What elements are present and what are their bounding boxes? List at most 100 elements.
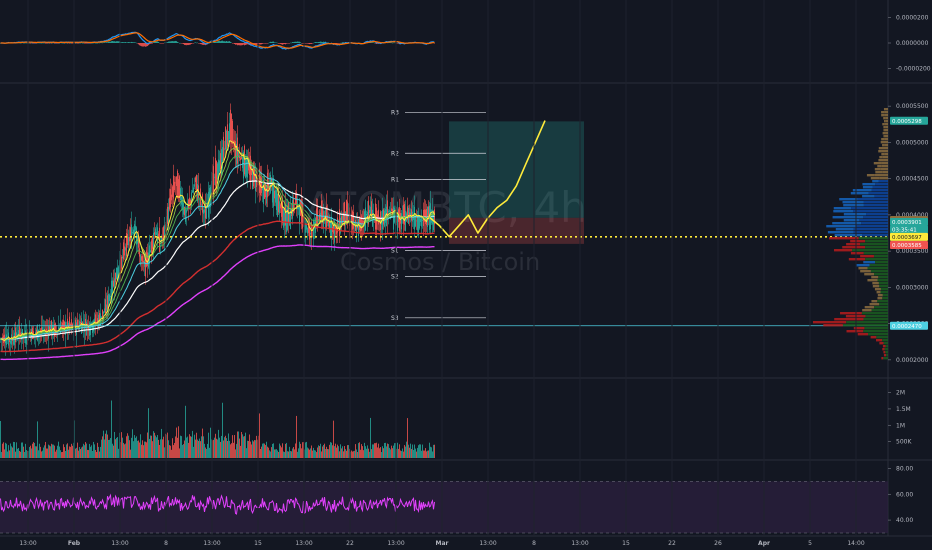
pivot-label-s3: S3 <box>391 315 399 322</box>
macd-histogram-bar <box>89 43 90 44</box>
candle-body <box>95 314 96 326</box>
macd-histogram-bar <box>264 43 265 44</box>
volume-bar <box>174 443 175 458</box>
volume-bar <box>432 451 433 458</box>
volume-bar <box>208 432 209 458</box>
macd-histogram-bar <box>52 42 53 44</box>
volume-profile-bar <box>850 192 869 195</box>
candle-body <box>388 210 389 213</box>
volume-bar <box>60 450 61 458</box>
stop-zone <box>449 217 584 244</box>
macd-histogram-bar <box>164 42 165 44</box>
candle-body <box>64 321 65 332</box>
volume-bar <box>192 430 193 458</box>
candle-body <box>346 200 347 225</box>
macd-histogram-bar <box>24 42 25 44</box>
volume-profile-bar <box>864 306 875 309</box>
macd-histogram-bar <box>54 43 55 44</box>
volume-bar <box>173 445 174 458</box>
macd-histogram-bar <box>181 43 182 44</box>
candle-body <box>116 267 117 280</box>
volume-bar <box>151 435 152 458</box>
macd-histogram-bar <box>97 42 98 44</box>
volume-bar <box>281 447 282 458</box>
candle-body <box>162 237 163 239</box>
pivot-label-r2: R2 <box>391 150 399 157</box>
volume-bar <box>372 444 373 458</box>
candle-body <box>266 185 267 204</box>
volume-bar <box>66 444 67 458</box>
rsi-line <box>0 493 435 515</box>
volume-bar <box>359 442 360 458</box>
volume-bar <box>71 443 72 458</box>
volume-bar <box>76 447 77 458</box>
volume-bar <box>381 452 382 458</box>
candle-body <box>205 204 206 219</box>
candle-body <box>278 188 279 213</box>
volume-bar <box>113 445 114 458</box>
volume-bar <box>330 442 331 458</box>
volume-bar <box>213 439 214 458</box>
price-tag <box>890 225 928 234</box>
volume-bar <box>154 432 155 458</box>
candle-body <box>419 215 420 229</box>
candle-body <box>97 318 98 323</box>
pivot-label-r1: R1 <box>391 176 399 183</box>
candle-body <box>208 191 209 218</box>
volume-profile-bar <box>882 297 888 300</box>
ema-cyan-line <box>0 162 435 340</box>
candle-body <box>175 182 176 184</box>
volume-bar <box>408 444 409 458</box>
volume-bar <box>307 447 308 458</box>
candle-body <box>167 206 168 224</box>
macd-histogram-bar <box>434 43 435 44</box>
volume-bar <box>355 444 356 458</box>
volume-profile-bar <box>877 165 882 168</box>
volume-bar <box>260 448 261 458</box>
volume-bar <box>279 443 280 458</box>
volume-bar <box>184 440 185 458</box>
macd-histogram-bar <box>251 43 252 46</box>
volume-bar <box>252 440 253 458</box>
volume-profile-bar <box>874 195 888 198</box>
macd-histogram-bar <box>373 42 374 44</box>
macd-histogram-bar <box>190 43 191 45</box>
volume-bar <box>161 428 162 458</box>
macd-histogram-bar <box>279 43 280 44</box>
volume-bar <box>41 451 42 458</box>
volume-bar <box>185 405 186 458</box>
volume-bar <box>404 445 405 458</box>
macd-histogram-bar <box>150 43 151 44</box>
volume-profile-bar <box>835 228 854 231</box>
volume-bar <box>240 445 241 458</box>
macd-histogram-bar <box>165 42 166 44</box>
volume-profile-bar <box>863 204 888 207</box>
candle-body <box>302 203 303 229</box>
macd-histogram-bar <box>141 43 142 47</box>
volume-bar <box>75 448 76 458</box>
volume-bar <box>367 445 368 458</box>
macd-histogram-bar <box>300 42 301 43</box>
macd-histogram-bar <box>231 42 232 44</box>
volume-bar <box>97 442 98 458</box>
candle-body <box>170 189 171 208</box>
candle-body <box>343 212 344 222</box>
volume-bar <box>153 431 154 458</box>
macd-histogram-bar <box>99 42 100 44</box>
macd-histogram-bar <box>134 42 135 43</box>
candle-body <box>127 234 128 246</box>
candle-body <box>229 123 230 140</box>
volume-bar <box>424 450 425 458</box>
volume-bar <box>394 443 395 458</box>
volume-profile-bar <box>875 183 888 186</box>
volume-bar <box>375 443 376 458</box>
macd-histogram-bar <box>311 43 312 44</box>
volume-bar <box>400 450 401 458</box>
volume-profile-bar <box>858 267 868 270</box>
volume-bar <box>1 451 2 458</box>
candle-body <box>15 327 16 343</box>
volume-bar <box>92 450 93 458</box>
candle-body <box>250 155 251 182</box>
volume-bar <box>125 443 126 458</box>
